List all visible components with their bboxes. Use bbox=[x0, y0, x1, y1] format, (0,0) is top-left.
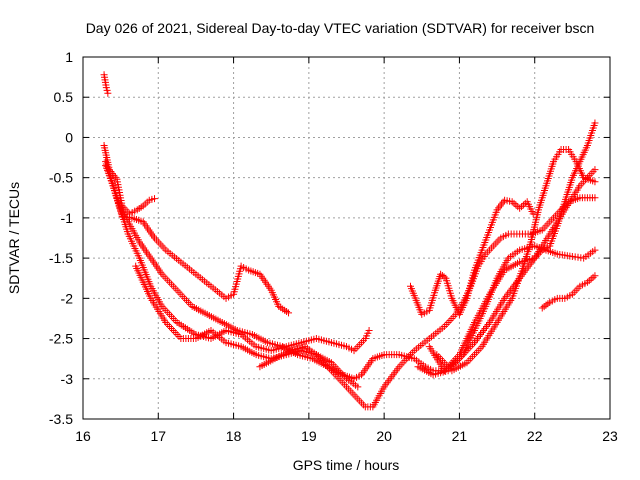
y-tick-label: 0.5 bbox=[54, 89, 74, 105]
series-sat-l bbox=[538, 272, 599, 312]
series-sat-j bbox=[425, 119, 599, 375]
x-tick-label: 22 bbox=[527, 428, 543, 444]
series-sat-b bbox=[100, 141, 159, 218]
series-sat-e bbox=[105, 170, 373, 355]
chart-title: Day 026 of 2021, Sidereal Day-to-day VTE… bbox=[86, 20, 595, 36]
x-tick-label: 19 bbox=[301, 428, 317, 444]
y-axis: 1 0.5 0 -0.5 -1 -1.5 -2 -2.5 -3 -3.5 bbox=[49, 49, 610, 427]
y-tick-label: -1 bbox=[61, 210, 74, 226]
data-point-marker bbox=[589, 273, 597, 281]
y-tick-label: -2 bbox=[61, 290, 74, 306]
data-point-marker bbox=[438, 272, 446, 280]
data-point-marker bbox=[591, 194, 599, 202]
data-point-marker bbox=[285, 309, 293, 317]
x-tick-label: 16 bbox=[75, 428, 91, 444]
data-point-marker bbox=[516, 204, 524, 212]
y-tick-label: 1 bbox=[65, 49, 73, 65]
x-tick-label: 20 bbox=[376, 428, 392, 444]
grid-lines bbox=[83, 57, 610, 419]
data-point-marker bbox=[354, 383, 362, 391]
data-point-marker bbox=[529, 210, 537, 218]
data-point-marker bbox=[512, 201, 520, 209]
data-point-marker bbox=[521, 199, 529, 207]
data-point-marker bbox=[591, 246, 599, 254]
data-point-marker bbox=[518, 203, 526, 211]
data-point-marker bbox=[104, 89, 112, 97]
data-point-marker bbox=[498, 200, 506, 208]
x-axis: 16 17 18 19 20 21 22 23 bbox=[75, 57, 618, 444]
plot-frame bbox=[82, 56, 611, 420]
data-point-marker bbox=[587, 275, 595, 283]
y-tick-label: -3 bbox=[61, 371, 74, 387]
data-point-marker bbox=[519, 201, 527, 209]
series-sat-d bbox=[102, 158, 599, 383]
x-tick-label: 21 bbox=[452, 428, 468, 444]
data-point-marker bbox=[151, 195, 159, 203]
x-axis-label: GPS time / hours bbox=[293, 457, 400, 473]
x-tick-label: 23 bbox=[602, 428, 618, 444]
y-tick-label: -2.5 bbox=[49, 331, 73, 347]
series-sat-g bbox=[256, 194, 599, 411]
data-point-marker bbox=[591, 166, 599, 174]
data-point-marker bbox=[437, 270, 445, 278]
x-tick-label: 18 bbox=[226, 428, 242, 444]
data-point-marker bbox=[496, 202, 504, 210]
data-point-marker bbox=[499, 198, 507, 206]
y-tick-label: -3.5 bbox=[49, 411, 73, 427]
data-point-marker bbox=[440, 273, 448, 281]
y-tick-label: -0.5 bbox=[49, 170, 73, 186]
y-tick-label: 0 bbox=[65, 129, 73, 145]
y-tick-label: -1.5 bbox=[49, 250, 73, 266]
series-sat-h bbox=[406, 196, 537, 318]
data-markers bbox=[100, 71, 599, 411]
series-sat-a bbox=[100, 71, 112, 97]
data-point-marker bbox=[365, 327, 373, 335]
series-sat-k bbox=[433, 146, 599, 375]
data-point-marker bbox=[591, 119, 599, 127]
data-point-marker bbox=[591, 178, 599, 186]
x-tick-label: 17 bbox=[150, 428, 166, 444]
data-point-marker bbox=[591, 272, 599, 280]
y-axis-label: SDTVAR / TECUs bbox=[6, 182, 22, 294]
